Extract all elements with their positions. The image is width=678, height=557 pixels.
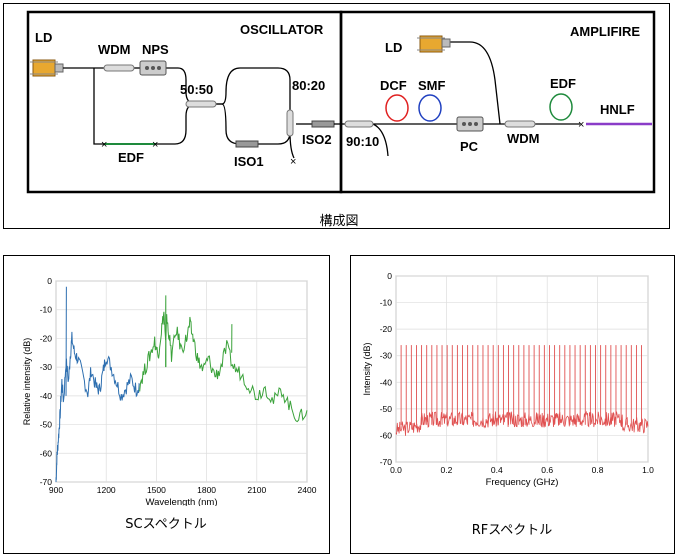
y-tick-label: -40 — [40, 391, 53, 401]
wdm1-label: WDM — [98, 42, 131, 57]
plot-area — [395, 275, 649, 463]
y-tick-label: -70 — [40, 477, 53, 487]
svg-text:×: × — [290, 156, 296, 168]
x-tick-label: 0.2 — [440, 465, 452, 475]
y-axis-label: Relative intensity (dB) — [22, 338, 32, 426]
amplifier-title: AMPLIFIRE — [570, 24, 640, 39]
x-tick-label: 0.6 — [541, 465, 553, 475]
wdm1-icon — [103, 64, 135, 72]
rf-spectrum-chart: 0.0 0.2 0.4 0.6 0.8 1.0 0 -10 -20 -30 -40 -50 -60 -70… — [362, 271, 654, 488]
pc-label: PC — [460, 139, 479, 154]
sc-series-line — [139, 311, 308, 423]
y-tick-label: 0 — [387, 271, 392, 281]
edf2-coil-icon — [549, 93, 573, 121]
iso1-label: ISO1 — [234, 154, 264, 169]
dcf-label: DCF — [380, 78, 407, 93]
amplifier-box — [339, 10, 656, 194]
x-tick-label: 2400 — [298, 485, 317, 495]
y-tick-label: -10 — [40, 305, 53, 315]
coupler-5050-label: 50:50 — [180, 82, 213, 97]
hnlf-label: HNLF — [600, 102, 635, 117]
y-axis-label: Intensity (dB) — [362, 342, 372, 395]
amplifier-fibers — [334, 41, 580, 157]
coupler-9010-icon — [344, 120, 374, 128]
x-tick-label: 0.0 — [390, 465, 402, 475]
x-tick-label: 0.8 — [592, 465, 604, 475]
y-tick-label: -40 — [380, 377, 393, 387]
wdm2-label: WDM — [507, 131, 540, 146]
svg-text:×: × — [101, 139, 107, 151]
y-tick-label: -30 — [380, 351, 393, 361]
laser-diode-1-icon — [30, 59, 64, 77]
sc-series-line — [55, 331, 141, 483]
dcf-coil-icon — [385, 94, 409, 122]
x-tick-label: 0.4 — [491, 465, 503, 475]
sc-caption: SCスペクトル — [125, 517, 207, 532]
y-tick-label: -20 — [40, 333, 53, 343]
y-tick-label: -70 — [380, 457, 393, 467]
setup-diagram: OSCILLATOR AMPLIFIRE LD WDM NPS × × EDF … — [26, 10, 656, 194]
coupler-5050-icon — [185, 100, 217, 108]
coupler-9010-label: 90:10 — [346, 134, 379, 149]
iso1-icon — [235, 140, 259, 148]
x-tick-label: 2100 — [247, 485, 266, 495]
coupler-8020-icon — [286, 109, 294, 137]
edf1-label: EDF — [118, 150, 144, 165]
setup-caption: 構成図 — [319, 214, 359, 229]
y-tick-label: -50 — [40, 420, 53, 430]
svg-text:×: × — [578, 119, 584, 131]
ld1-label: LD — [35, 30, 52, 45]
laser-diode-2-icon — [417, 35, 451, 53]
ld2-label: LD — [385, 40, 402, 55]
y-tick-label: -60 — [40, 448, 53, 458]
iso2-label: ISO2 — [302, 132, 332, 147]
edf2-label: EDF — [550, 76, 576, 91]
oscillator-title: OSCILLATOR — [240, 22, 324, 37]
smf-label: SMF — [418, 78, 446, 93]
y-tick-label: 0 — [47, 276, 52, 286]
wdm2-icon — [504, 120, 536, 128]
coupler-8020-label: 80:20 — [292, 78, 325, 93]
svg-text:×: × — [152, 139, 158, 151]
x-tick-label: 900 — [49, 485, 63, 495]
x-axis-label: Wavelength (nm) — [146, 497, 218, 506]
x-axis-label: Frequency (GHz) — [486, 477, 559, 488]
y-tick-label: -50 — [380, 404, 393, 414]
x-tick-label: 1800 — [197, 485, 216, 495]
smf-coil-icon — [418, 94, 442, 122]
nps-label: NPS — [142, 42, 169, 57]
y-tick-label: -10 — [380, 298, 393, 308]
y-tick-label: -60 — [380, 430, 393, 440]
y-tick-label: -30 — [40, 362, 53, 372]
plot-area — [55, 280, 308, 483]
rf-caption: RFスペクトル — [471, 523, 553, 538]
x-tick-label: 1200 — [97, 485, 116, 495]
y-tick-label: -20 — [380, 324, 393, 334]
x-tick-label: 1500 — [147, 485, 166, 495]
x-tick-label: 1.0 — [642, 465, 654, 475]
sc-spectrum-chart: 900 1200 1500 1800 2100 2400 0 -10 -20 -30 -40 -50 -… — [22, 276, 317, 506]
iso2-icon — [311, 120, 335, 128]
